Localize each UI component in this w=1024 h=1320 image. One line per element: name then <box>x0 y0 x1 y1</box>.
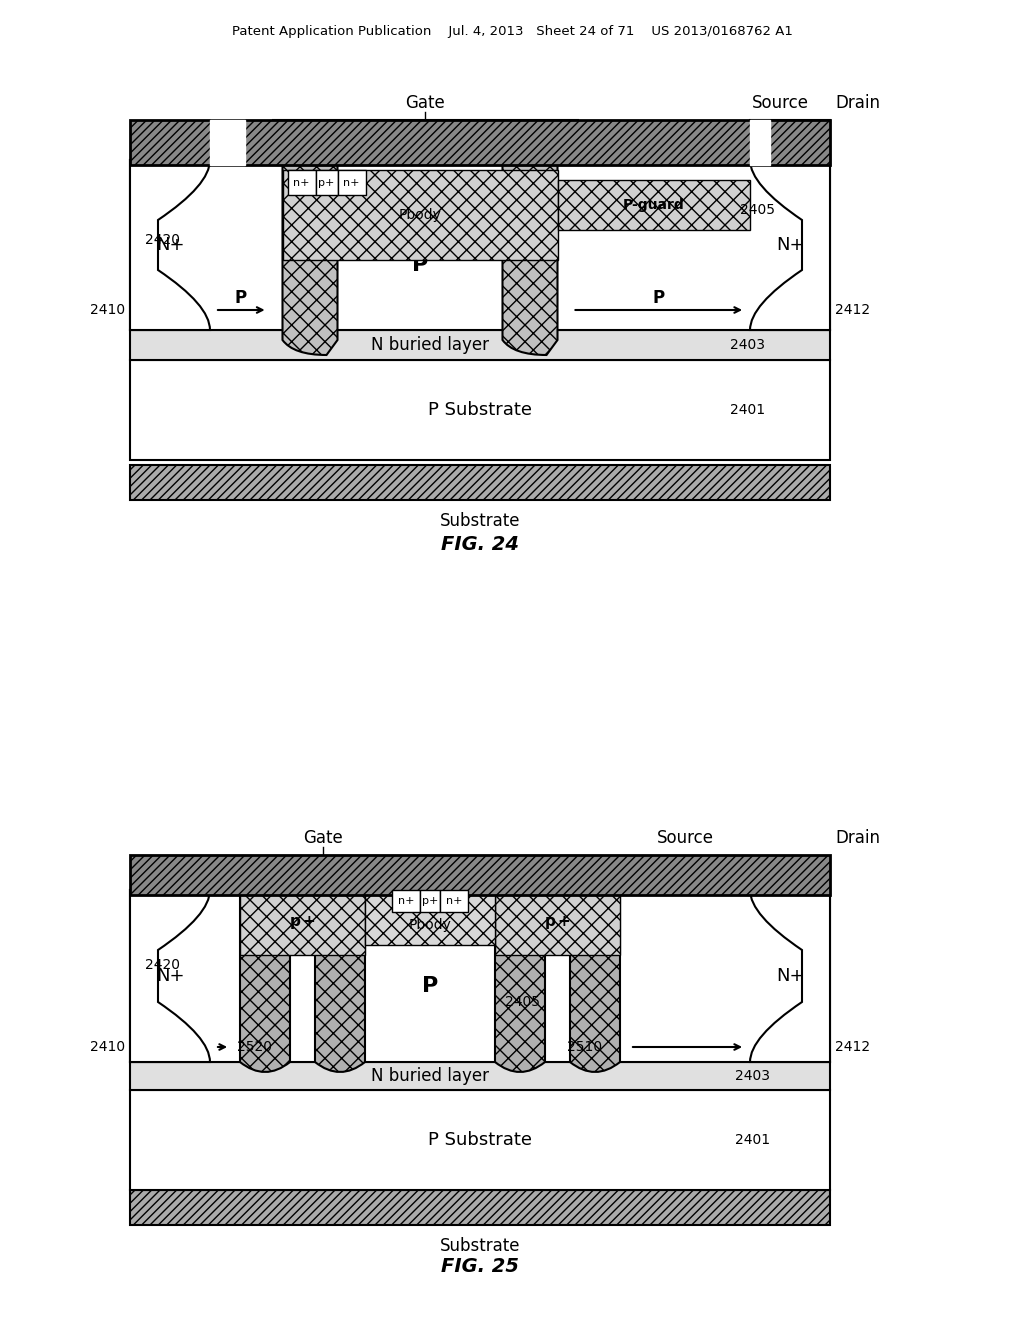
Text: N buried layer: N buried layer <box>371 1067 489 1085</box>
PathPatch shape <box>750 160 830 330</box>
Text: $\bf{P}$: $\bf{P}$ <box>234 289 248 308</box>
FancyBboxPatch shape <box>440 890 468 912</box>
Text: p+: p+ <box>318 177 335 187</box>
FancyBboxPatch shape <box>420 890 440 912</box>
FancyBboxPatch shape <box>210 120 245 165</box>
FancyBboxPatch shape <box>750 120 770 165</box>
Text: $\bf{P}$: $\bf{P}$ <box>421 975 438 997</box>
PathPatch shape <box>570 890 620 1072</box>
Text: Source: Source <box>656 829 714 847</box>
FancyBboxPatch shape <box>130 120 830 165</box>
Text: $\bf{P}$: $\bf{P}$ <box>652 289 666 308</box>
FancyBboxPatch shape <box>130 160 830 330</box>
Text: FIG. 25: FIG. 25 <box>441 1257 519 1276</box>
Text: 2401: 2401 <box>730 403 765 417</box>
Text: Patent Application Publication    Jul. 4, 2013   Sheet 24 of 71    US 2013/01687: Patent Application Publication Jul. 4, 2… <box>231 25 793 38</box>
Text: 2410: 2410 <box>90 304 125 317</box>
Text: Gate: Gate <box>303 829 342 847</box>
FancyBboxPatch shape <box>130 465 830 500</box>
FancyBboxPatch shape <box>240 890 365 954</box>
FancyBboxPatch shape <box>495 890 620 954</box>
Text: n+: n+ <box>397 896 415 906</box>
FancyBboxPatch shape <box>392 890 420 912</box>
FancyBboxPatch shape <box>315 170 338 195</box>
Text: 2520: 2520 <box>238 1040 272 1053</box>
Text: 2410: 2410 <box>90 1040 125 1053</box>
PathPatch shape <box>130 160 210 330</box>
Text: 2420: 2420 <box>145 234 180 247</box>
Text: $\bf{P}$: $\bf{P}$ <box>412 255 429 275</box>
FancyBboxPatch shape <box>283 170 557 260</box>
Text: Substrate: Substrate <box>439 1237 520 1255</box>
PathPatch shape <box>495 890 545 1072</box>
FancyBboxPatch shape <box>130 360 830 459</box>
Text: Pbody: Pbody <box>409 917 452 932</box>
Text: 2420: 2420 <box>145 958 180 972</box>
Text: N+: N+ <box>156 236 184 253</box>
FancyBboxPatch shape <box>338 170 366 195</box>
PathPatch shape <box>315 890 365 1072</box>
Text: N+: N+ <box>156 968 184 985</box>
FancyBboxPatch shape <box>130 1191 830 1225</box>
Text: $\bf{p+}$: $\bf{p+}$ <box>289 913 316 931</box>
PathPatch shape <box>240 890 290 1072</box>
Text: P-guard: P-guard <box>623 198 685 213</box>
Text: P Substrate: P Substrate <box>428 1131 532 1148</box>
FancyBboxPatch shape <box>130 855 830 895</box>
Text: 2510: 2510 <box>567 1040 602 1053</box>
Text: Drain: Drain <box>835 829 880 847</box>
FancyBboxPatch shape <box>557 180 750 230</box>
FancyBboxPatch shape <box>130 330 830 360</box>
Text: Substrate: Substrate <box>439 512 520 531</box>
Text: Pbody: Pbody <box>398 209 441 222</box>
Text: 2405: 2405 <box>740 203 775 216</box>
Text: 2412: 2412 <box>835 304 870 317</box>
FancyBboxPatch shape <box>365 890 495 945</box>
Text: 2412: 2412 <box>835 1040 870 1053</box>
Text: p+: p+ <box>422 896 438 906</box>
PathPatch shape <box>130 890 210 1063</box>
Text: n+: n+ <box>343 177 359 187</box>
Text: 2401: 2401 <box>735 1133 770 1147</box>
Text: 2405: 2405 <box>505 995 540 1008</box>
Text: Drain: Drain <box>835 94 880 112</box>
FancyBboxPatch shape <box>130 890 830 1063</box>
Text: $\bf{p+}$: $\bf{p+}$ <box>544 913 571 931</box>
FancyBboxPatch shape <box>750 160 830 330</box>
Text: P Substrate: P Substrate <box>428 401 532 418</box>
FancyBboxPatch shape <box>750 120 830 165</box>
Text: 2403: 2403 <box>735 1069 770 1082</box>
Text: N buried layer: N buried layer <box>371 337 489 354</box>
PathPatch shape <box>503 160 557 355</box>
FancyBboxPatch shape <box>288 170 315 195</box>
FancyBboxPatch shape <box>130 1090 830 1191</box>
Text: FIG. 24: FIG. 24 <box>441 535 519 554</box>
Text: Source: Source <box>752 94 809 112</box>
Text: N+: N+ <box>776 236 804 253</box>
Text: N+: N+ <box>776 968 804 985</box>
Text: n+: n+ <box>445 896 462 906</box>
PathPatch shape <box>283 160 338 355</box>
PathPatch shape <box>750 890 830 1063</box>
Text: Gate: Gate <box>406 94 444 112</box>
Text: 2403: 2403 <box>730 338 765 352</box>
FancyBboxPatch shape <box>130 1063 830 1090</box>
FancyBboxPatch shape <box>272 120 578 165</box>
Text: n+: n+ <box>293 177 309 187</box>
FancyBboxPatch shape <box>130 160 210 330</box>
